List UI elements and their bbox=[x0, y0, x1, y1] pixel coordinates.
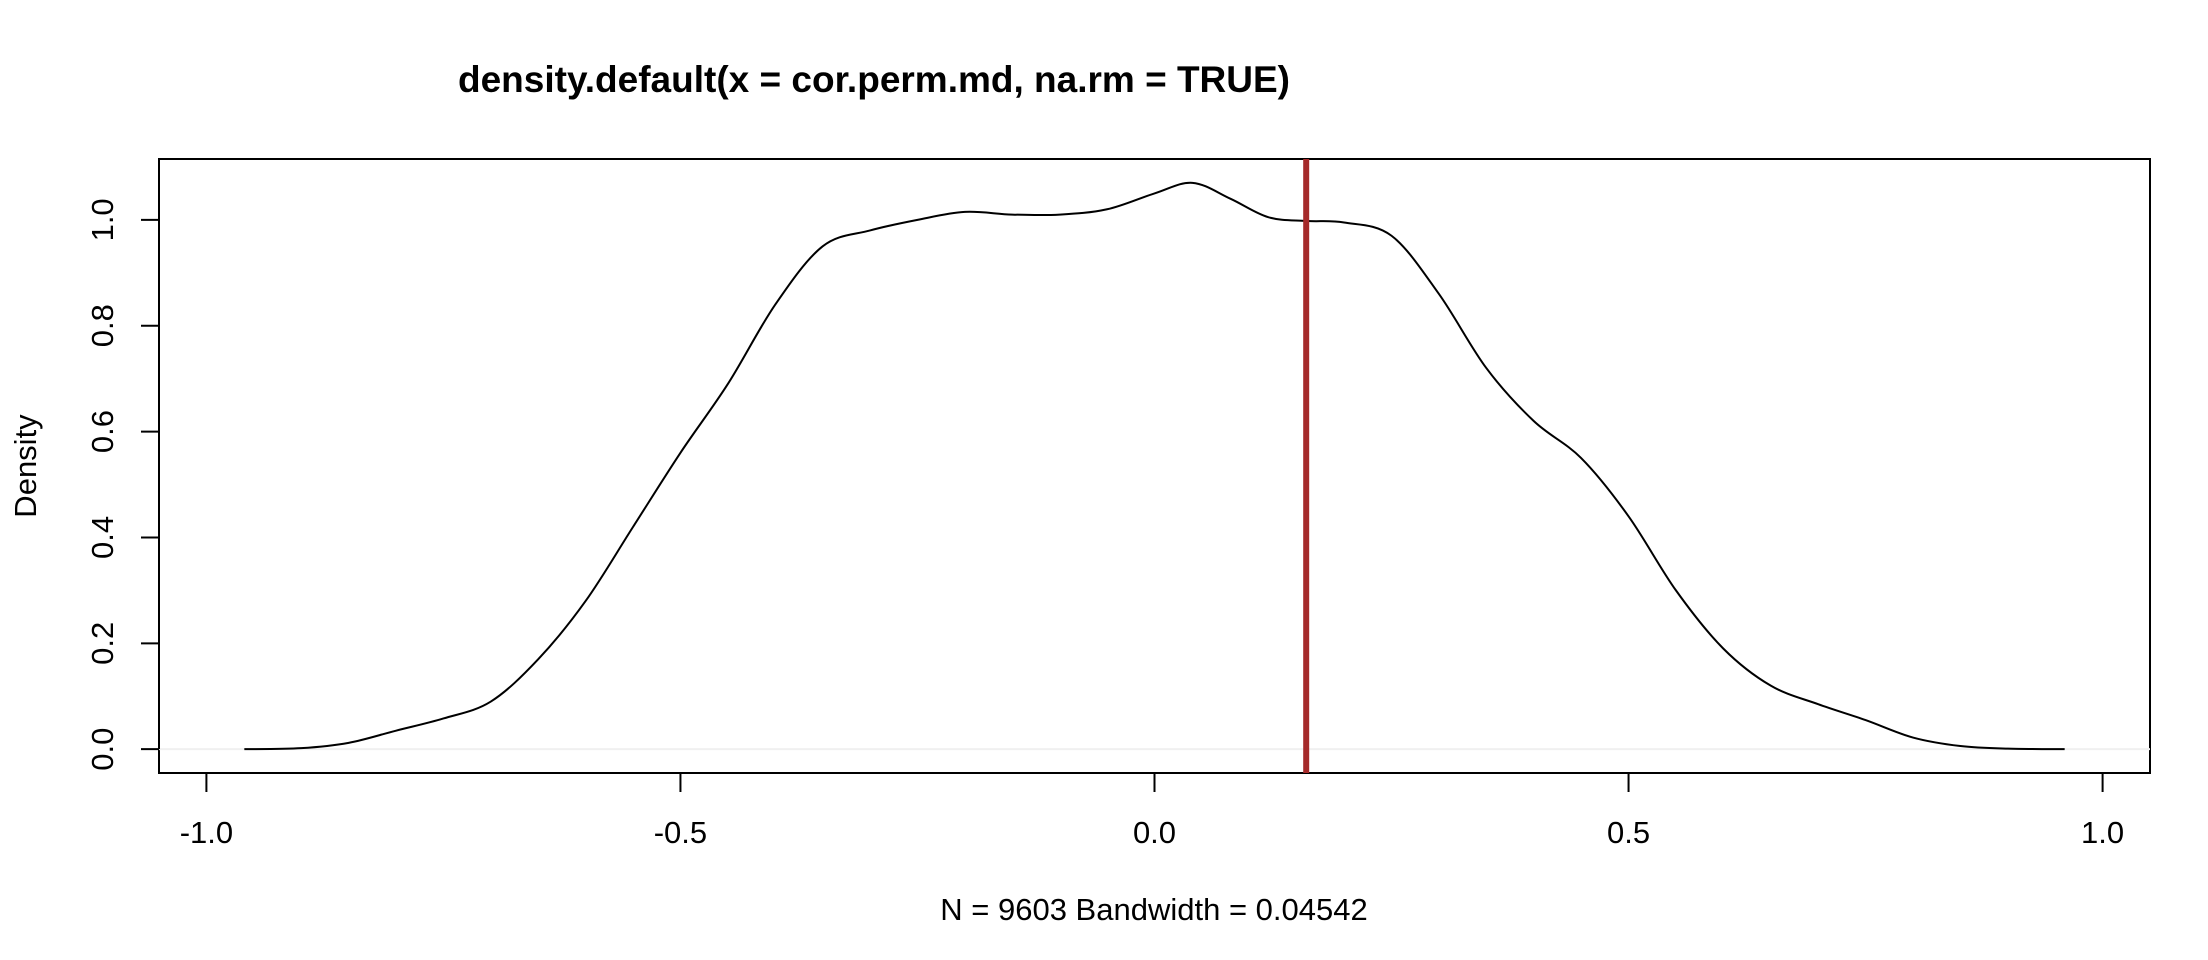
y-tick-label: 0.2 bbox=[85, 622, 120, 665]
y-tick-label: 0.8 bbox=[85, 304, 120, 347]
y-axis-label: Density bbox=[8, 414, 43, 518]
x-tick-label: 0.0 bbox=[1133, 815, 1176, 850]
y-tick-label: 1.0 bbox=[85, 198, 120, 241]
x-tick-label: 1.0 bbox=[2081, 815, 2124, 850]
density-curve bbox=[244, 181, 2065, 751]
y-tick-label: 0.0 bbox=[85, 728, 120, 771]
chart-title: density.default(x = cor.perm.md, na.rm =… bbox=[458, 59, 1290, 100]
y-tick-label: 0.4 bbox=[85, 516, 120, 559]
x-axis-label: N = 9603 Bandwidth = 0.04542 bbox=[940, 892, 1367, 927]
x-tick-label: -0.5 bbox=[654, 815, 707, 850]
plot-box bbox=[158, 158, 2151, 774]
y-axis: 0.0 0.2 0.4 0.6 0.8 1.0 bbox=[85, 198, 160, 771]
x-tick-label: -1.0 bbox=[180, 815, 233, 850]
series-layer bbox=[244, 159, 2065, 773]
y-tick-label: 0.6 bbox=[85, 410, 120, 453]
x-tick-label: 0.5 bbox=[1607, 815, 1650, 850]
x-axis: -1.0 -0.5 0.0 0.5 1.0 bbox=[180, 772, 2124, 850]
